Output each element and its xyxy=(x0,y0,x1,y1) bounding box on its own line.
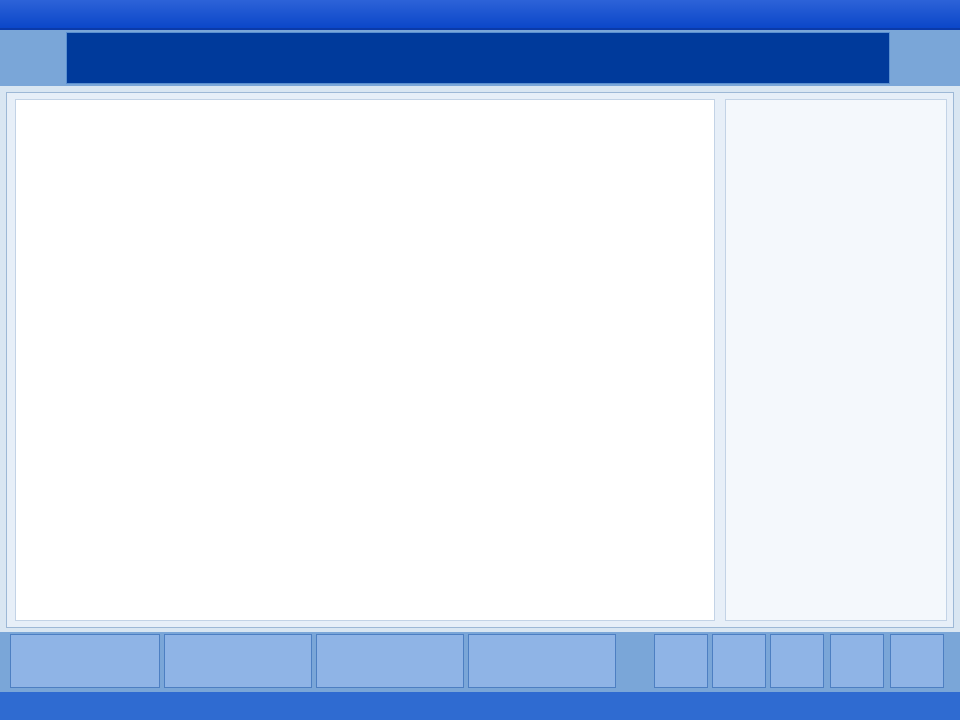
status-bar xyxy=(0,692,960,720)
chart-panel xyxy=(15,99,715,621)
footer-button-7[interactable] xyxy=(770,634,824,688)
header xyxy=(0,30,960,86)
footer-button-6[interactable] xyxy=(712,634,766,688)
footer-toolbar xyxy=(0,632,960,692)
footer-button-5[interactable] xyxy=(654,634,708,688)
values-panel xyxy=(725,99,947,621)
footer-button-9[interactable] xyxy=(890,634,944,688)
footer-button-8[interactable] xyxy=(830,634,884,688)
main-content xyxy=(6,92,954,628)
footer-button-2[interactable] xyxy=(164,634,312,688)
header-title-panel xyxy=(66,32,890,84)
footer-button-4[interactable] xyxy=(468,634,616,688)
footer-button-3[interactable] xyxy=(316,634,464,688)
footer-button-1[interactable] xyxy=(10,634,160,688)
title-bar xyxy=(0,0,960,30)
